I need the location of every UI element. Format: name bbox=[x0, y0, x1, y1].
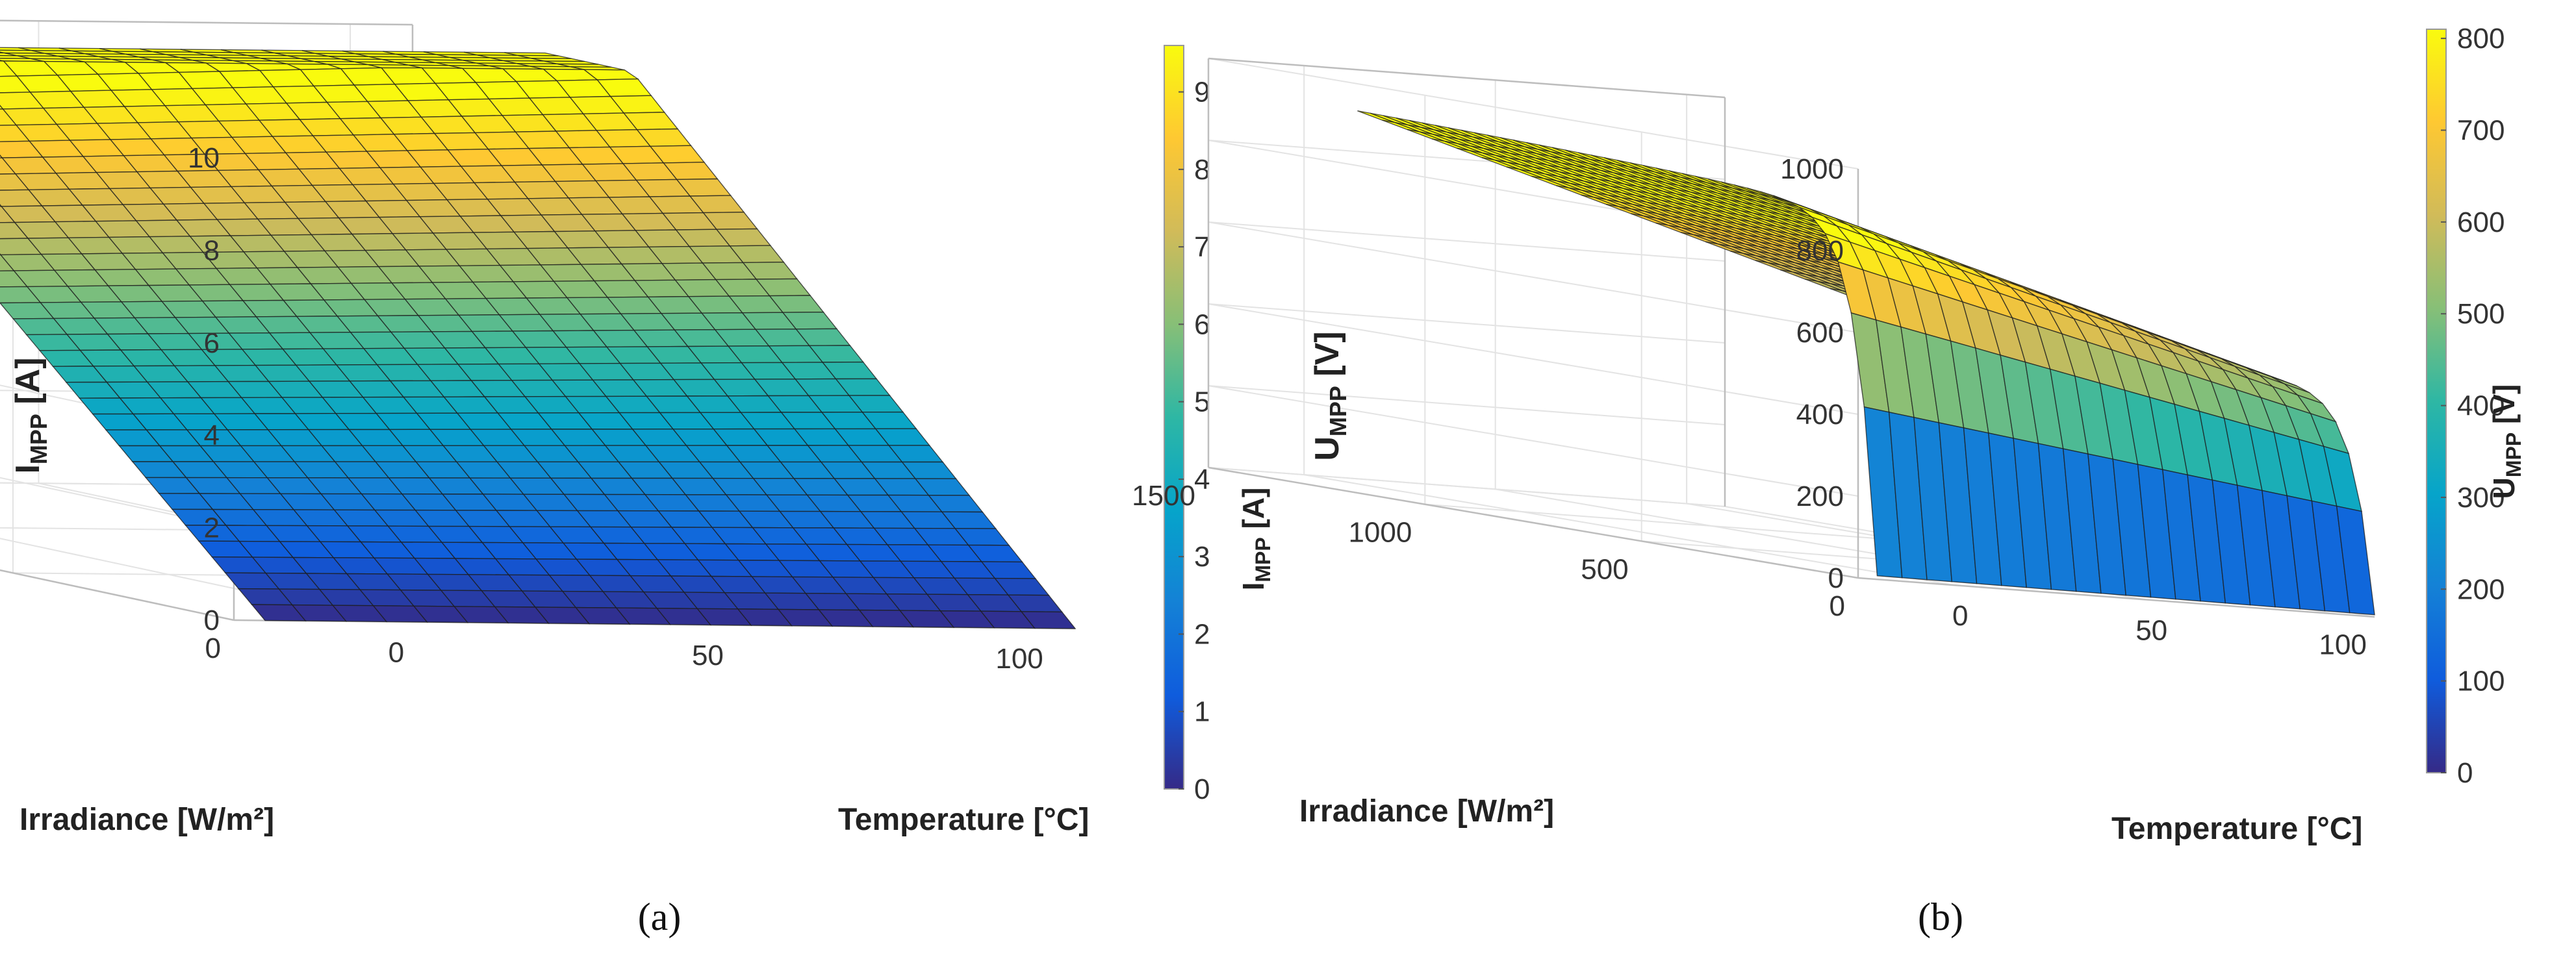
z-tick-label: 6 bbox=[204, 327, 220, 359]
z-tick-label: 2 bbox=[204, 512, 220, 544]
z-axis-label-a: IMPP [A] bbox=[9, 357, 52, 473]
grid-line bbox=[1208, 303, 1859, 415]
colorbar-tick-label: 400 bbox=[2457, 390, 2505, 422]
grid-line bbox=[1208, 58, 1859, 169]
colorbar-tick-label: 6 bbox=[1194, 308, 1210, 340]
axis-edge bbox=[0, 569, 235, 621]
x-axis-label-b: Temperature [°C] bbox=[2111, 812, 2362, 846]
colorbar-tick-label: 200 bbox=[2457, 573, 2505, 605]
y-tick-label: 500 bbox=[1581, 553, 1628, 585]
colorbar-tick-label: 3 bbox=[1194, 541, 1210, 573]
axis-edge bbox=[1208, 466, 1859, 579]
colorbar-tick-label: 300 bbox=[2457, 482, 2505, 514]
y-axis-label-b: Irradiance [W/m²] bbox=[1299, 794, 1554, 829]
z-tick-label: 800 bbox=[1796, 235, 1844, 267]
colorbar-label-b: UMPP [V] bbox=[2487, 384, 2525, 499]
surface-patch bbox=[2336, 505, 2375, 616]
axis-edge bbox=[1857, 577, 2375, 618]
axis-edge bbox=[0, 19, 413, 26]
panel-a: 0246810050100050010001500 IMPP [A] Irrad… bbox=[0, 19, 1275, 938]
grid-line bbox=[1208, 221, 1726, 262]
z-tick-label: 200 bbox=[1796, 481, 1844, 512]
colorbar-tick-label: 9 bbox=[1194, 77, 1210, 108]
grid-line bbox=[1304, 474, 1954, 586]
colorbar-label-a: IMPP [A] bbox=[1236, 488, 1275, 591]
colorbar-b: 0 100 200 300 400 500 600 700 800 bbox=[2426, 23, 2505, 789]
colorbar-tick-label: 4 bbox=[1194, 464, 1210, 495]
y-tick-label: 1500 bbox=[1132, 480, 1195, 512]
z-tick-label: 400 bbox=[1796, 399, 1844, 431]
z-tick-label: 4 bbox=[204, 419, 220, 451]
grid-line bbox=[1208, 221, 1859, 333]
y-tick-label: 1000 bbox=[1348, 517, 1412, 549]
colorbar-bar bbox=[1164, 45, 1184, 790]
grid-line bbox=[1208, 385, 1726, 425]
z-tick-label: 0 bbox=[204, 605, 220, 636]
colorbar-tick-label: 500 bbox=[2457, 298, 2505, 330]
colorbar-tick-label: 100 bbox=[2457, 666, 2505, 697]
z-tick-label: 0 bbox=[1828, 562, 1844, 594]
y-axis-label-a: Irradiance [W/m²] bbox=[19, 803, 274, 837]
x-tick-label: 50 bbox=[2136, 614, 2167, 646]
axis-edge bbox=[1208, 57, 1726, 99]
colorbar-a: 0 1 2 3 4 5 6 7 8 9 bbox=[1164, 45, 1210, 805]
axes-grid-b bbox=[1207, 57, 2375, 618]
colorbar-tick-label: 7 bbox=[1194, 231, 1210, 263]
x-tick-label: 50 bbox=[692, 640, 724, 671]
colorbar-tick-label: 700 bbox=[2457, 114, 2505, 146]
z-tick-label: 10 bbox=[188, 142, 220, 174]
colorbar-tick-label: 0 bbox=[1194, 773, 1210, 805]
colorbar-tick-label: 1 bbox=[1194, 696, 1210, 728]
x-tick-label: 0 bbox=[389, 636, 404, 668]
grid-line bbox=[1208, 303, 1726, 344]
z-tick-label: 1000 bbox=[1780, 153, 1844, 185]
z-tick-label: 600 bbox=[1796, 317, 1844, 349]
x-tick-label: 100 bbox=[2319, 629, 2366, 661]
surface-patch bbox=[1020, 611, 1077, 629]
surface-b bbox=[1357, 110, 2375, 616]
colorbar-tick-label: 2 bbox=[1194, 618, 1210, 650]
grid-line bbox=[0, 477, 235, 529]
colorbar-tick-label: 0 bbox=[2457, 757, 2473, 789]
y-tick-label: 0 bbox=[205, 632, 221, 664]
tick-labels-a: 0246810050100050010001500 bbox=[188, 142, 1043, 675]
z-axis-label-b: UMPP [V] bbox=[1308, 331, 1351, 460]
panel-label-b: (b) bbox=[1918, 895, 1963, 938]
x-axis-label-a: Temperature [°C] bbox=[838, 803, 1089, 837]
colorbar-tick-label: 600 bbox=[2457, 206, 2505, 238]
colorbar-tick-label: 8 bbox=[1194, 154, 1210, 186]
x-tick-label: 100 bbox=[995, 643, 1043, 675]
surface-a bbox=[0, 47, 1077, 629]
y-tick-label: 0 bbox=[1830, 590, 1845, 622]
grid-line bbox=[1425, 503, 1942, 544]
panel-label-a: (a) bbox=[638, 895, 682, 938]
grid-line bbox=[1208, 467, 1726, 507]
colorbar-tick-label: 5 bbox=[1194, 386, 1210, 418]
grid-line bbox=[1208, 385, 1859, 497]
x-tick-label: 0 bbox=[1952, 600, 1968, 632]
colorbar-tick-label: 800 bbox=[2457, 23, 2505, 55]
z-tick-label: 8 bbox=[204, 234, 220, 266]
colorbar-bar bbox=[2426, 29, 2447, 773]
